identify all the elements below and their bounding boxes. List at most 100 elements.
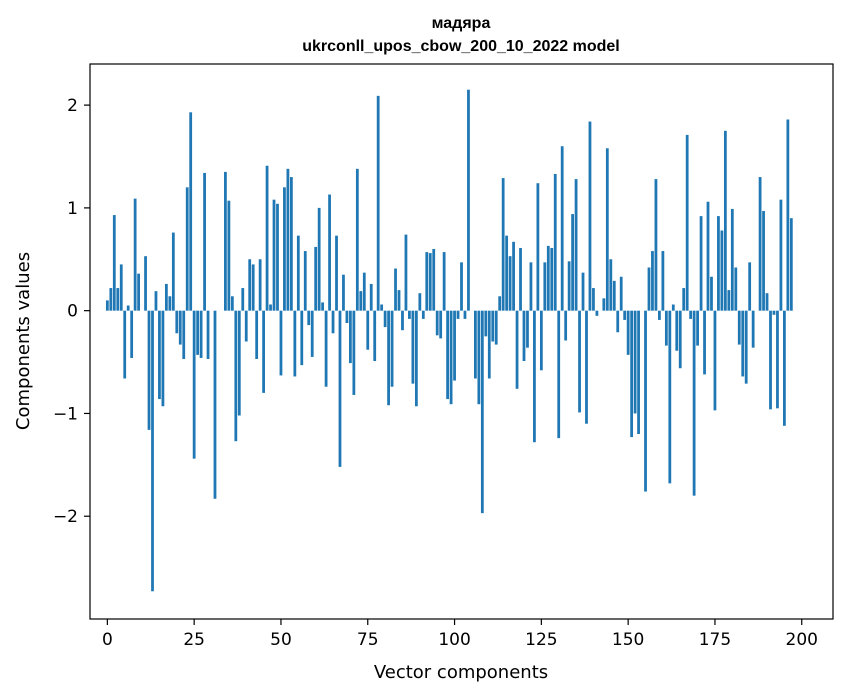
bar-64 <box>328 194 331 311</box>
bar-196 <box>786 119 790 311</box>
bar-179 <box>727 290 731 311</box>
bar-116 <box>508 256 512 311</box>
bar-124 <box>536 183 540 311</box>
bar-139 <box>588 121 592 311</box>
bar-166 <box>682 288 686 311</box>
bar-series <box>105 89 793 592</box>
bar-47 <box>269 304 272 311</box>
bar-18 <box>168 296 172 311</box>
bar-11 <box>144 256 147 311</box>
bar-81 <box>387 310 390 406</box>
bar-160 <box>661 251 665 311</box>
bar-19 <box>171 232 175 311</box>
bar-186 <box>751 310 755 348</box>
bar-41 <box>248 259 252 311</box>
bar-17 <box>164 283 168 311</box>
bar-12 <box>147 310 151 430</box>
plot-area-frame <box>89 63 834 620</box>
bar-149 <box>623 310 627 320</box>
bar-26 <box>196 310 200 355</box>
bar-159 <box>658 310 661 320</box>
bar-184 <box>744 310 748 384</box>
x-tick-label-175: 175 <box>699 630 731 650</box>
bar-132 <box>564 310 568 341</box>
bar-172 <box>703 310 706 375</box>
bar-75 <box>366 310 370 350</box>
bar-100 <box>453 310 456 381</box>
bar-173 <box>706 201 710 311</box>
bar-70 <box>349 310 352 364</box>
bar-84 <box>397 290 401 311</box>
bar-51 <box>283 187 286 311</box>
bar-35 <box>227 200 231 311</box>
bar-152 <box>633 310 637 414</box>
bar-0 <box>105 300 109 311</box>
x-axis-label: Vector components <box>374 662 548 683</box>
bar-188 <box>758 177 762 311</box>
bar-87 <box>408 310 411 319</box>
bar-55 <box>296 235 300 311</box>
x-tick-label-25: 25 <box>183 630 205 650</box>
bar-174 <box>710 276 713 311</box>
bar-98 <box>446 310 449 400</box>
bar-88 <box>411 310 415 384</box>
bar-85 <box>401 310 404 331</box>
bar-4 <box>119 264 123 311</box>
bar-20 <box>175 310 179 334</box>
bar-63 <box>324 310 328 387</box>
bar-146 <box>612 280 616 311</box>
bar-27 <box>199 310 203 358</box>
bar-103 <box>463 310 467 319</box>
bar-54 <box>293 310 297 377</box>
bar-94 <box>432 249 436 311</box>
bar-169 <box>692 310 696 496</box>
bar-106 <box>474 310 477 379</box>
bar-14 <box>154 291 158 311</box>
bar-42 <box>251 264 255 311</box>
bar-5 <box>123 310 127 379</box>
bar-67 <box>338 310 342 467</box>
bar-73 <box>359 291 363 311</box>
bar-119 <box>519 247 522 311</box>
y-tick-label-0: 0 <box>67 302 78 322</box>
bar-89 <box>414 310 418 407</box>
bar-96 <box>439 310 443 339</box>
bar-44 <box>258 259 262 311</box>
bar-62 <box>321 302 325 311</box>
bar-56 <box>300 310 304 366</box>
bar-58 <box>307 310 311 326</box>
bar-117 <box>512 241 515 311</box>
bar-60 <box>314 246 318 311</box>
bar-82 <box>390 310 394 387</box>
bar-118 <box>515 310 519 389</box>
bar-171 <box>699 216 703 311</box>
bar-115 <box>505 235 509 311</box>
bar-76 <box>369 283 373 311</box>
bar-2 <box>112 215 116 311</box>
bar-180 <box>730 208 734 311</box>
bar-7 <box>130 310 134 358</box>
x-tick-label-200: 200 <box>786 630 818 650</box>
bar-107 <box>477 310 481 405</box>
bar-45 <box>262 310 265 393</box>
bar-79 <box>380 304 384 311</box>
bar-165 <box>678 310 682 369</box>
bar-194 <box>779 199 783 311</box>
bar-193 <box>776 310 779 409</box>
bar-90 <box>418 293 422 311</box>
bar-138 <box>585 310 588 424</box>
bar-190 <box>765 293 769 311</box>
bar-59 <box>310 310 314 357</box>
bar-1 <box>109 288 113 311</box>
bar-156 <box>647 267 651 311</box>
bar-135 <box>574 179 578 311</box>
bar-141 <box>595 310 599 316</box>
bar-176 <box>717 216 720 311</box>
bar-181 <box>734 267 738 311</box>
bar-24 <box>189 112 193 311</box>
bar-23 <box>185 187 189 311</box>
bar-72 <box>355 168 359 311</box>
bar-128 <box>550 247 554 311</box>
bar-101 <box>456 310 460 319</box>
